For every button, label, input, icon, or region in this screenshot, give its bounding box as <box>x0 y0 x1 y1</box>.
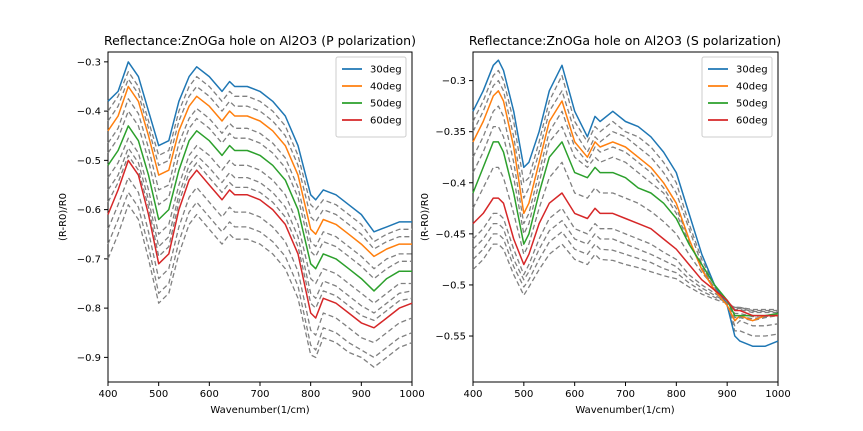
right-axis-ticks: 400 500 600 700 800 900 1000 −0.55 −0.5 −0.45 −0.4… <box>435 76 790 400</box>
x-tick-label: 400 <box>463 389 482 400</box>
legend-label-40deg: 40deg <box>370 82 402 93</box>
x-tick-label: 600 <box>565 389 584 400</box>
x-tick-label: 700 <box>616 389 635 400</box>
left-axis-ticks: 400 500 600 700 800 900 1000 −0.9 −0.8 −0.7 −0.6 −0… <box>77 57 425 400</box>
y-tick-label: −0.4 <box>442 178 466 189</box>
y-tick-label: −0.5 <box>442 280 466 291</box>
legend-label-60deg: 60deg <box>736 116 768 127</box>
x-tick-label: 1000 <box>765 389 790 400</box>
y-tick-label: −0.4 <box>77 107 101 118</box>
y-tick-label: −0.5 <box>77 156 101 167</box>
right-chart-title: Reflectance:ZnOGa hole on Al2O3 (S polar… <box>469 33 781 48</box>
y-tick-label: −0.7 <box>77 254 101 265</box>
right-x-axis-label: Wavenumber(1/cm) <box>575 405 674 416</box>
right-y-axis-label: (R-R0)/R0 <box>420 193 431 241</box>
legend-label-30deg: 30deg <box>736 65 768 76</box>
series-line-40deg <box>472 90 778 322</box>
left-legend: 30deg 40deg 50deg 60deg <box>335 56 407 138</box>
legend-box <box>701 56 773 138</box>
legend-label-30deg: 30deg <box>370 65 402 76</box>
dashed-series-line <box>107 204 413 368</box>
x-tick-label: 400 <box>98 389 117 400</box>
right-legend: 30deg 40deg 50deg 60deg <box>701 56 773 138</box>
left-x-axis-label: Wavenumber(1/cm) <box>210 405 309 416</box>
x-tick-label: 900 <box>718 389 737 400</box>
legend-label-50deg: 50deg <box>370 99 402 110</box>
legend-label-50deg: 50deg <box>736 99 768 110</box>
dashed-series-line <box>107 191 413 359</box>
x-tick-label: 800 <box>667 389 686 400</box>
dashed-series-line <box>472 105 779 322</box>
dashed-series-line <box>472 161 779 318</box>
left-chart: Reflectance:ZnOGa hole on Al2O3 (P polar… <box>58 33 425 416</box>
y-tick-label: −0.3 <box>442 76 466 87</box>
y-tick-label: −0.55 <box>435 332 466 343</box>
x-tick-label: 600 <box>200 389 219 400</box>
legend-box <box>335 56 407 138</box>
dashed-series-line <box>472 243 778 311</box>
left-y-axis-label: (R-R0)/R0 <box>58 193 69 241</box>
y-tick-label: −0.35 <box>435 127 466 138</box>
right-chart: Reflectance:ZnOGa hole on Al2O3 (S polar… <box>420 33 791 416</box>
series-line-60deg <box>472 192 778 317</box>
dashed-series-line <box>107 110 412 280</box>
x-tick-label: 500 <box>514 389 533 400</box>
y-tick-label: −0.3 <box>77 57 101 68</box>
x-tick-label: 700 <box>250 389 269 400</box>
legend-label-60deg: 60deg <box>370 116 402 127</box>
dashed-series-line <box>107 137 412 304</box>
left-series-lines <box>107 61 413 368</box>
dashed-series-line <box>107 147 413 314</box>
dashed-series-line <box>107 176 413 344</box>
series-line-40deg <box>107 85 412 258</box>
y-tick-label: −0.45 <box>435 229 466 240</box>
x-tick-label: 1000 <box>399 389 424 400</box>
dashed-series-line <box>107 78 412 250</box>
dashed-series-line <box>107 154 413 322</box>
y-tick-label: −0.8 <box>77 304 101 315</box>
series-line-30deg <box>107 61 412 233</box>
x-tick-label: 900 <box>352 389 371 400</box>
right-series-lines <box>472 59 779 347</box>
series-line-30deg <box>472 59 779 347</box>
dashed-series-line <box>472 219 778 313</box>
dashed-series-line <box>107 98 412 270</box>
series-line-60deg <box>107 159 413 329</box>
x-tick-label: 500 <box>149 389 168 400</box>
dashed-series-line <box>107 71 412 243</box>
legend-label-40deg: 40deg <box>736 82 768 93</box>
left-chart-title: Reflectance:ZnOGa hole on Al2O3 (P polar… <box>104 33 416 48</box>
x-tick-label: 800 <box>301 389 320 400</box>
series-line-50deg <box>107 125 412 292</box>
y-tick-label: −0.6 <box>77 205 101 216</box>
y-tick-label: −0.9 <box>77 353 101 364</box>
